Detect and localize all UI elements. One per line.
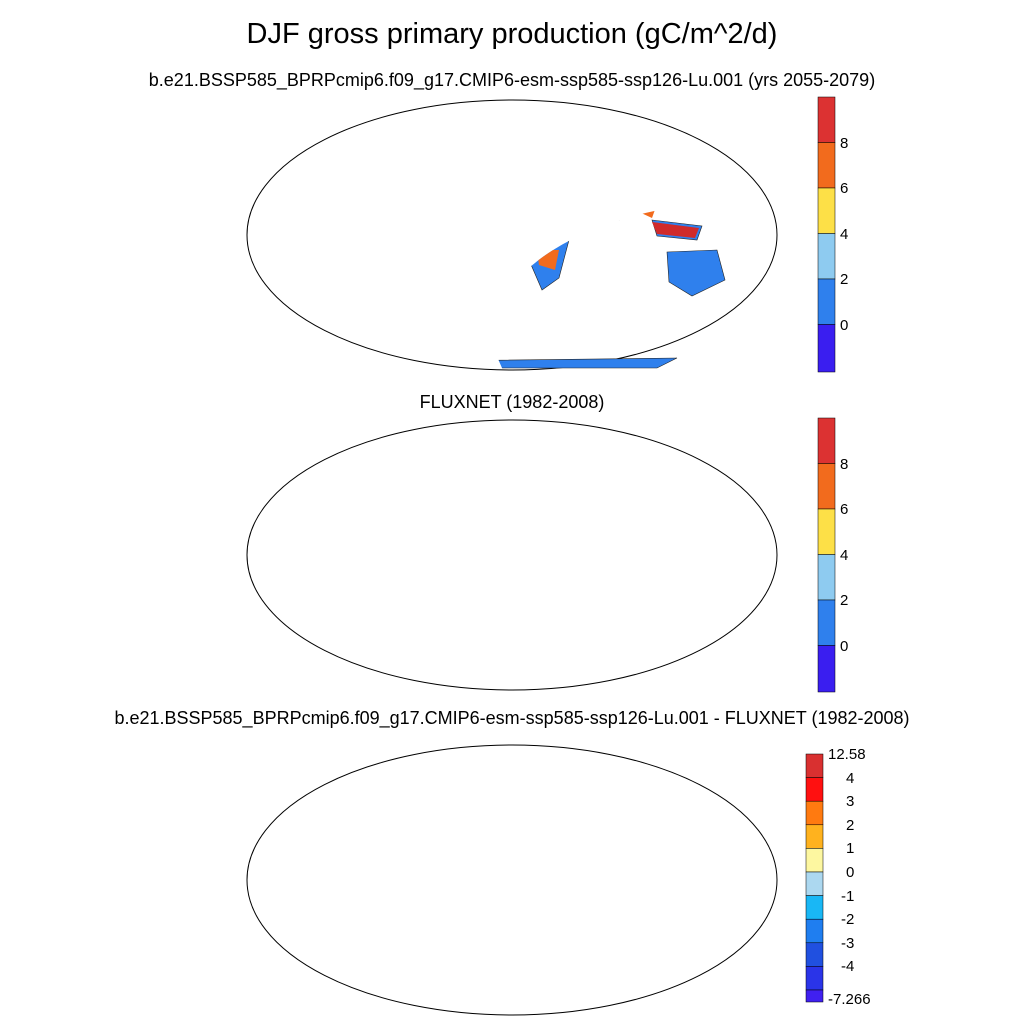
colorbar-swatch: [817, 142, 836, 189]
panel-title-model: b.e21.BSSP585_BPRPcmip6.f09_g17.CMIP6-es…: [148, 70, 876, 90]
colorbar-tick-label: 8: [840, 456, 848, 473]
colorbar-swatch: [817, 554, 836, 601]
colorbar-tick-label: 2: [840, 592, 848, 609]
colorbar-swatch: [805, 942, 824, 967]
colorbar-swatch: [817, 417, 836, 464]
colorbar-tick-label: 0: [840, 317, 848, 334]
colorbar-swatch: [805, 777, 824, 802]
colorbar-swatch: [817, 96, 836, 143]
colorbar-swatch: [805, 848, 824, 873]
colorbar-tick-label: 6: [840, 501, 848, 518]
colorbar-swatch: [817, 599, 836, 646]
colorbar-tick-label: -4: [841, 958, 854, 975]
map-boundary: [246, 99, 778, 371]
colorbar-swatch: [805, 989, 824, 1003]
colorbar-tick-label: 3: [846, 793, 854, 810]
colorbar-tick-label: -7.266: [828, 991, 871, 1008]
colorbar-tick-label: 2: [846, 817, 854, 834]
colorbar-difference: 12.58 4 3 2 1 0 -1 -2 -3 -4 -7.266: [805, 746, 871, 1008]
colorbar-swatch: [817, 233, 836, 280]
colorbar-tick-label: 2: [840, 271, 848, 288]
colorbar-tick-label: 4: [840, 547, 848, 564]
colorbar-fluxnet: 8 6 4 2 0: [817, 417, 848, 693]
colorbar-swatch: [805, 824, 824, 849]
colorbar-swatch: [805, 895, 824, 920]
colorbar-tick-label: 4: [846, 770, 854, 787]
colorbar-swatch: [817, 508, 836, 555]
colorbar-swatch: [805, 918, 824, 944]
colorbar-tick-label: 0: [840, 638, 848, 655]
map-panel-fluxnet: [246, 419, 778, 691]
panel-title-fluxnet: FLUXNET (1982-2008): [419, 392, 605, 412]
colorbar-swatch: [817, 278, 836, 325]
colorbar-swatch: [817, 463, 836, 510]
colorbar-swatch: [805, 753, 824, 778]
colorbar-tick-label: -2: [841, 911, 854, 928]
colorbar-swatch: [817, 187, 836, 234]
colorbar-swatch: [805, 966, 824, 991]
colorbar-tick-label: 12.58: [828, 746, 866, 763]
colorbar-tick-label: 4: [840, 226, 848, 243]
map-panel-model: [246, 99, 778, 371]
panel-title-difference: b.e21.BSSP585_BPRPcmip6.f09_g17.CMIP6-es…: [114, 708, 910, 728]
page-title: DJF gross primary production (gC/m^2/d): [246, 18, 778, 50]
map-boundary: [246, 744, 778, 1016]
colorbar-swatch: [805, 871, 824, 896]
colorbar-tick-label: 8: [840, 135, 848, 152]
colorbar-tick-label: -1: [841, 888, 854, 905]
colorbar-swatch: [817, 324, 836, 373]
colorbar-tick-label: 1: [846, 840, 854, 857]
colorbar-tick-label: 6: [840, 180, 848, 197]
colorbar-model: 8 6 4 2 0: [817, 96, 848, 373]
map-panel-difference: [246, 744, 778, 1016]
map-boundary: [246, 419, 778, 691]
colorbar-swatch: [817, 645, 836, 693]
colorbar-tick-label: -3: [841, 935, 854, 952]
colorbar-tick-label: 0: [846, 864, 854, 881]
colorbar-swatch: [805, 800, 824, 826]
